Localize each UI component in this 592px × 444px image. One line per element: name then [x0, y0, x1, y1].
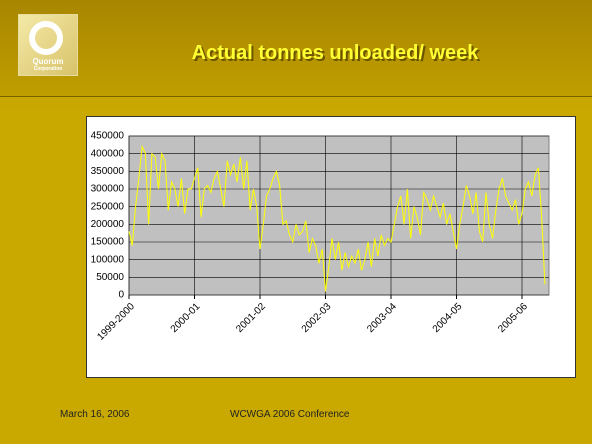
logo-subtitle: Corporation	[33, 66, 63, 72]
chart: 0 50000 100000 150000 200000 250000 300000 3500…	[91, 131, 550, 343]
logo-mark	[29, 21, 63, 55]
y-tick-label: 50000	[96, 272, 124, 283]
y-tick-label: 150000	[91, 237, 125, 248]
title-band	[0, 0, 592, 97]
x-tick-label: 2001-02	[234, 301, 268, 335]
y-tick-label: 400000	[91, 148, 125, 159]
y-tick-label: 250000	[91, 201, 125, 212]
y-tick-label: 200000	[91, 219, 125, 230]
slide-title: Actual tonnes unloaded/ week	[191, 42, 479, 64]
y-tick-label: 350000	[91, 166, 125, 177]
x-tick-label: 2002-03	[300, 301, 334, 335]
y-tick-label: 300000	[91, 184, 125, 195]
plot-area	[128, 135, 550, 296]
y-tick-label: 100000	[91, 254, 125, 265]
x-tick-label: 2005-06	[496, 301, 530, 335]
footer-conference: WCWGA 2006 Conference	[230, 409, 350, 420]
x-tick-label: 2003-04	[365, 301, 399, 335]
x-tick-label: 1999-2000	[95, 301, 137, 343]
data-line	[128, 144, 546, 292]
y-tick-label: 450000	[91, 131, 125, 142]
chart-box: 0 50000 100000 150000 200000 250000 300000 3500…	[86, 116, 576, 378]
logo: Quorum Corporation	[18, 14, 78, 76]
x-tick-label: 2004-05	[431, 301, 465, 335]
footer-date: March 16, 2006	[60, 409, 130, 420]
logo-name: Quorum	[32, 57, 64, 66]
y-tick-label: 0	[118, 290, 124, 301]
x-tick-label: 2000-01	[169, 301, 203, 335]
